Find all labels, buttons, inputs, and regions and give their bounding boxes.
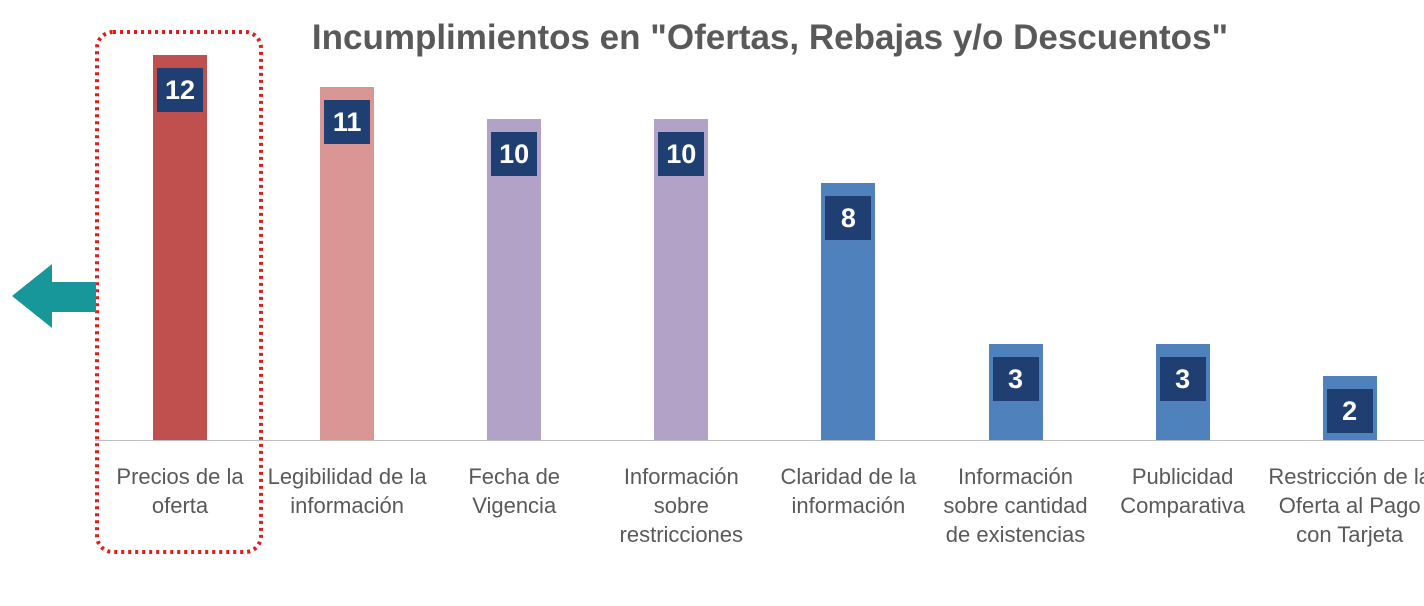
x-tick-label: Información sobre cantidad de existencia… (943, 464, 1088, 547)
back-arrow[interactable] (12, 264, 96, 328)
data-label: 12 (157, 67, 203, 112)
bar (320, 86, 375, 440)
bar (153, 54, 207, 440)
data-label: 3 (992, 356, 1039, 401)
x-tick-label: Información sobre restricciones (619, 464, 744, 547)
x-tick-label: Legibilidad de la información (267, 464, 427, 518)
data-label: 8 (825, 196, 872, 241)
data-label: 10 (658, 132, 705, 176)
chart-title: Incumplimientos en "Ofertas, Rebajas y/o… (311, 18, 1229, 57)
highlight-box (95, 30, 263, 554)
x-tick-label: Restricción de la Oferta al Pago con Tar… (1268, 464, 1424, 547)
data-label: 11 (324, 99, 371, 144)
data-label: 10 (491, 132, 538, 176)
x-axis (95, 440, 1424, 441)
x-tick-label: Claridad de la información (780, 464, 917, 518)
x-tick-label: Publicidad Comparativa (1120, 464, 1245, 518)
data-label: 3 (1159, 356, 1206, 401)
x-tick-label: Precios de la oferta (116, 464, 244, 518)
x-tick-label: Fecha de Vigencia (468, 464, 561, 518)
data-label: 2 (1326, 388, 1373, 433)
